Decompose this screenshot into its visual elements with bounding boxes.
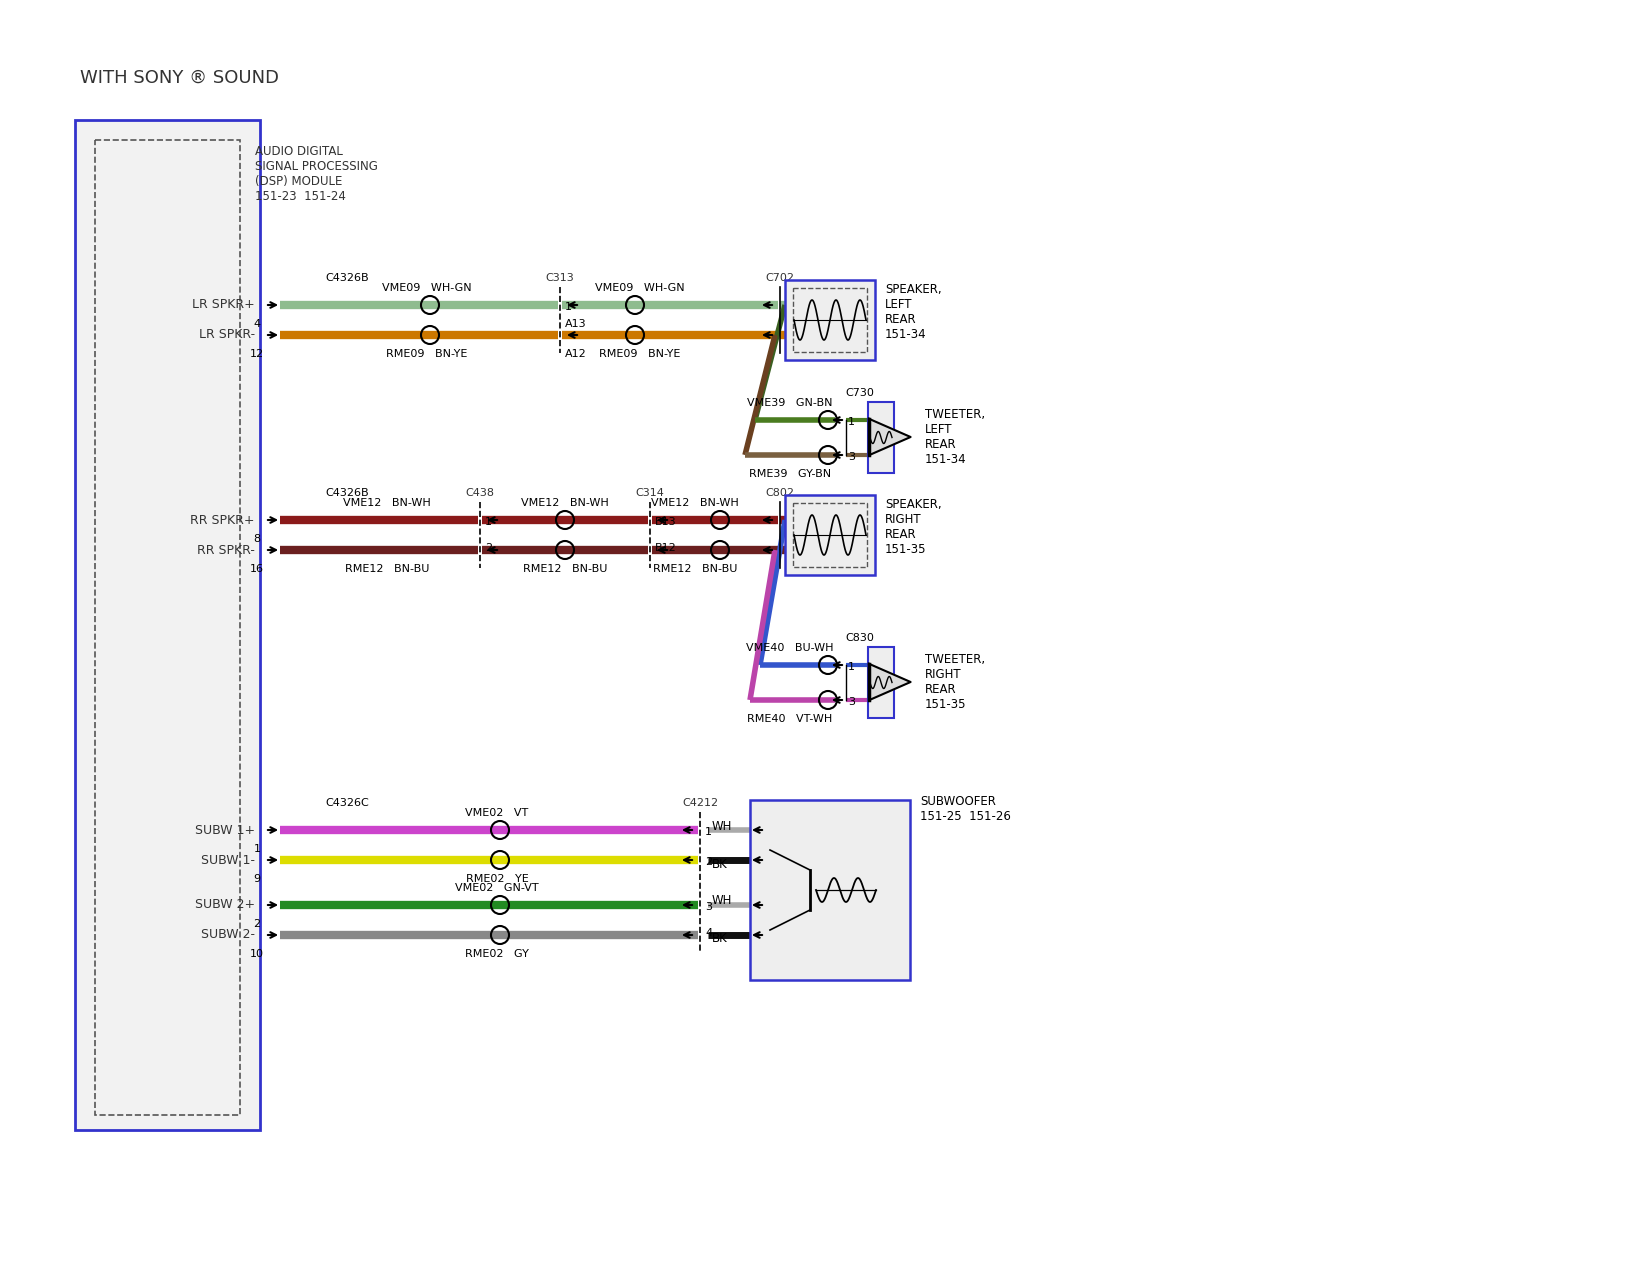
Text: C730: C730 <box>845 388 875 398</box>
Text: TWEETER,
LEFT
REAR
151-34: TWEETER, LEFT REAR 151-34 <box>926 408 985 465</box>
Text: WH: WH <box>713 820 733 833</box>
Text: VME02   GN-VT: VME02 GN-VT <box>455 884 540 892</box>
Text: LR SPKR-: LR SPKR- <box>200 329 256 342</box>
Text: SUBWOOFER
151-25  151-26: SUBWOOFER 151-25 151-26 <box>921 796 1011 822</box>
Text: RME40   VT-WH: RME40 VT-WH <box>747 714 833 724</box>
Bar <box>785 280 874 360</box>
Text: 4: 4 <box>705 928 713 938</box>
Text: 3: 3 <box>705 901 713 912</box>
Text: 3: 3 <box>848 453 855 462</box>
Text: VME40   BU-WH: VME40 BU-WH <box>746 643 833 653</box>
Text: 4: 4 <box>785 543 792 553</box>
Text: SUBW 1+: SUBW 1+ <box>195 824 256 836</box>
Text: RME12   BN-BU: RME12 BN-BU <box>653 564 738 574</box>
Text: 3: 3 <box>848 697 855 708</box>
Text: 12: 12 <box>249 349 264 360</box>
Text: 10: 10 <box>251 949 264 959</box>
Text: 1: 1 <box>785 516 792 527</box>
Text: C314: C314 <box>635 488 665 499</box>
Bar <box>96 140 239 1116</box>
Text: RME12   BN-BU: RME12 BN-BU <box>523 564 607 574</box>
Text: C313: C313 <box>546 273 574 283</box>
Text: RME12   BN-BU: RME12 BN-BU <box>345 564 429 574</box>
Text: 9: 9 <box>254 873 261 884</box>
Text: LR SPKR+: LR SPKR+ <box>193 298 256 311</box>
Text: 2: 2 <box>254 919 261 929</box>
Text: SPEAKER,
RIGHT
REAR
151-35: SPEAKER, RIGHT REAR 151-35 <box>884 499 942 556</box>
Text: VME09   WH-GN: VME09 WH-GN <box>383 283 472 293</box>
Bar <box>794 504 866 567</box>
Text: B12: B12 <box>655 543 676 553</box>
Text: SUBW 2+: SUBW 2+ <box>195 899 256 912</box>
Bar <box>74 120 261 1130</box>
Text: C438: C438 <box>465 488 495 499</box>
Text: VME12   BN-WH: VME12 BN-WH <box>343 499 431 507</box>
Text: C702: C702 <box>766 273 795 283</box>
Text: A13: A13 <box>564 319 587 329</box>
Text: VME39   GN-BN: VME39 GN-BN <box>747 398 833 408</box>
Text: C4212: C4212 <box>681 798 718 808</box>
Text: 8: 8 <box>254 534 261 544</box>
Text: C4326B: C4326B <box>325 488 368 499</box>
Text: 1: 1 <box>848 417 855 427</box>
Text: TWEETER,
RIGHT
REAR
151-35: TWEETER, RIGHT REAR 151-35 <box>926 653 985 711</box>
Text: SUBW 1-: SUBW 1- <box>201 853 256 867</box>
Text: 1: 1 <box>848 662 855 672</box>
Text: 2: 2 <box>705 857 713 867</box>
Text: VME02   VT: VME02 VT <box>465 808 528 819</box>
Text: VME09   WH-GN: VME09 WH-GN <box>596 283 685 293</box>
Polygon shape <box>870 418 911 455</box>
Text: 1: 1 <box>564 302 573 312</box>
Text: VME12   BN-WH: VME12 BN-WH <box>652 499 739 507</box>
Text: RME02   YE: RME02 YE <box>465 873 528 884</box>
Text: RME09   BN-YE: RME09 BN-YE <box>386 349 467 360</box>
Text: 4: 4 <box>254 319 261 329</box>
Text: 1: 1 <box>785 302 792 312</box>
Text: WITH SONY ® SOUND: WITH SONY ® SOUND <box>79 69 279 87</box>
Text: 1: 1 <box>254 844 261 854</box>
Text: SUBW 2-: SUBW 2- <box>201 928 256 941</box>
Bar <box>794 288 866 352</box>
Text: 4: 4 <box>785 328 792 338</box>
Text: 16: 16 <box>251 564 264 574</box>
Text: RME39   GY-BN: RME39 GY-BN <box>749 469 832 479</box>
Text: A12: A12 <box>564 349 587 360</box>
Text: C830: C830 <box>845 632 875 643</box>
Text: B13: B13 <box>655 516 676 527</box>
Bar <box>868 402 894 473</box>
Text: RR SPKR+: RR SPKR+ <box>190 514 256 527</box>
Text: SPEAKER,
LEFT
REAR
151-34: SPEAKER, LEFT REAR 151-34 <box>884 283 942 340</box>
Text: 2: 2 <box>485 543 492 553</box>
Text: RME02   GY: RME02 GY <box>465 949 530 959</box>
Text: C4326C: C4326C <box>325 798 368 808</box>
Text: C4326B: C4326B <box>325 273 368 283</box>
Text: BK: BK <box>713 858 728 871</box>
Text: BK: BK <box>713 932 728 946</box>
Text: RME09   BN-YE: RME09 BN-YE <box>599 349 681 360</box>
Text: RR SPKR-: RR SPKR- <box>196 543 256 556</box>
Polygon shape <box>870 664 911 700</box>
Text: WH: WH <box>713 895 733 908</box>
Bar <box>785 495 874 575</box>
Text: VME12   BN-WH: VME12 BN-WH <box>521 499 609 507</box>
Text: 1: 1 <box>705 827 713 836</box>
Text: C802: C802 <box>766 488 795 499</box>
Bar <box>868 646 894 718</box>
Text: 1: 1 <box>485 516 492 527</box>
Text: AUDIO DIGITAL
SIGNAL PROCESSING
(DSP) MODULE
151-23  151-24: AUDIO DIGITAL SIGNAL PROCESSING (DSP) MO… <box>256 145 378 203</box>
Bar <box>751 799 911 980</box>
